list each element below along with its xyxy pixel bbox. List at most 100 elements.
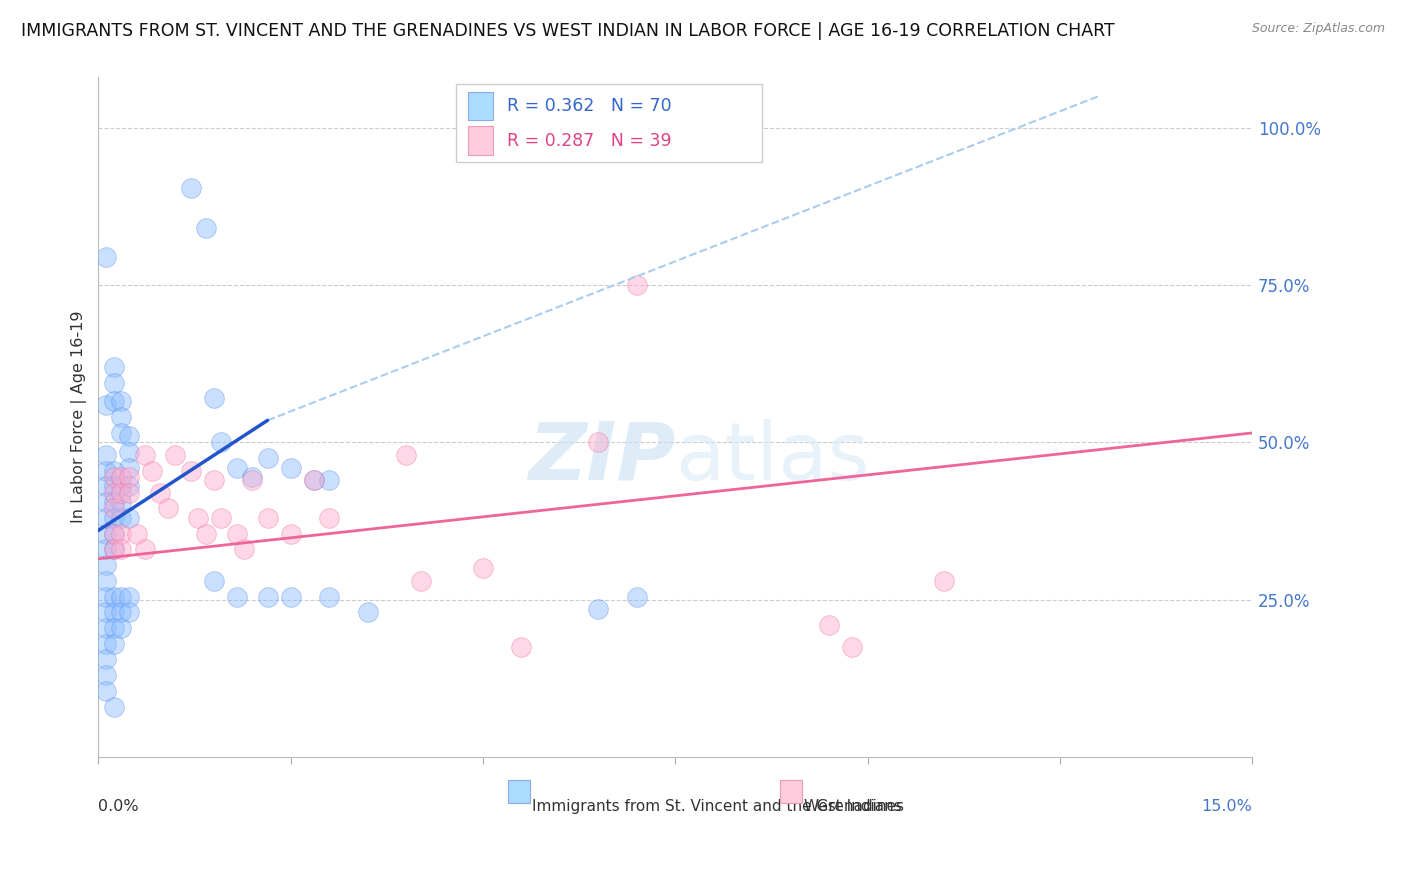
Point	[149, 485, 172, 500]
Point	[103, 394, 125, 409]
Point	[103, 605, 125, 619]
FancyBboxPatch shape	[780, 780, 803, 803]
Point	[110, 394, 132, 409]
Point	[471, 561, 494, 575]
Text: 0.0%: 0.0%	[98, 799, 139, 814]
Point	[118, 460, 141, 475]
Point	[588, 602, 610, 616]
Point	[94, 464, 117, 478]
Point	[141, 464, 163, 478]
Point	[626, 590, 648, 604]
Point	[103, 621, 125, 635]
Point	[180, 464, 202, 478]
Point	[103, 526, 125, 541]
Point	[110, 425, 132, 440]
Point	[187, 511, 209, 525]
Point	[94, 526, 117, 541]
Point	[103, 376, 125, 390]
Text: Immigrants from St. Vincent and the Grenadines: Immigrants from St. Vincent and the Gren…	[533, 799, 904, 814]
Point	[118, 429, 141, 443]
Point	[103, 359, 125, 374]
Point	[103, 464, 125, 478]
Point	[110, 495, 132, 509]
Point	[110, 542, 132, 557]
Text: 15.0%: 15.0%	[1201, 799, 1253, 814]
Point	[103, 495, 125, 509]
FancyBboxPatch shape	[468, 92, 494, 120]
Point	[94, 605, 117, 619]
Point	[94, 621, 117, 635]
Y-axis label: In Labor Force | Age 16-19: In Labor Force | Age 16-19	[72, 311, 87, 524]
Point	[94, 668, 117, 682]
Point	[118, 485, 141, 500]
Point	[94, 495, 117, 509]
Point	[103, 542, 125, 557]
Point	[209, 511, 232, 525]
Point	[256, 451, 278, 466]
Text: IMMIGRANTS FROM ST. VINCENT AND THE GRENADINES VS WEST INDIAN IN LABOR FORCE | A: IMMIGRANTS FROM ST. VINCENT AND THE GREN…	[21, 22, 1115, 40]
FancyBboxPatch shape	[456, 84, 762, 162]
Point	[118, 605, 141, 619]
Point	[195, 526, 218, 541]
Point	[110, 485, 132, 500]
Point	[118, 445, 141, 459]
Point	[103, 501, 125, 516]
Point	[195, 221, 218, 235]
Text: ZIP: ZIP	[527, 419, 675, 497]
Point	[94, 652, 117, 666]
Point	[94, 479, 117, 493]
Text: Source: ZipAtlas.com: Source: ZipAtlas.com	[1251, 22, 1385, 36]
Point	[395, 448, 418, 462]
Point	[103, 637, 125, 651]
Point	[94, 511, 117, 525]
Point	[202, 473, 225, 487]
Point	[110, 605, 132, 619]
Point	[110, 410, 132, 425]
Point	[233, 542, 256, 557]
Point	[626, 278, 648, 293]
Point	[94, 684, 117, 698]
Point	[225, 590, 247, 604]
Point	[103, 590, 125, 604]
Point	[110, 590, 132, 604]
Text: West Indians: West Indians	[804, 799, 903, 814]
Point	[103, 485, 125, 500]
Point	[110, 526, 132, 541]
Point	[280, 526, 302, 541]
Text: R = 0.287   N = 39: R = 0.287 N = 39	[506, 131, 672, 150]
Point	[202, 392, 225, 406]
Point	[240, 470, 263, 484]
Point	[94, 542, 117, 557]
Point	[125, 526, 148, 541]
Point	[103, 479, 125, 493]
Point	[118, 479, 141, 493]
Point	[134, 448, 156, 462]
Point	[94, 398, 117, 412]
Point	[94, 637, 117, 651]
Point	[280, 590, 302, 604]
Point	[280, 460, 302, 475]
Point	[110, 470, 132, 484]
FancyBboxPatch shape	[508, 780, 530, 803]
Point	[110, 479, 132, 493]
Point	[103, 470, 125, 484]
Point	[240, 473, 263, 487]
Point	[165, 448, 187, 462]
Point	[356, 605, 378, 619]
Point	[103, 526, 125, 541]
Text: atlas: atlas	[675, 419, 870, 497]
Point	[841, 640, 863, 654]
Point	[103, 699, 125, 714]
Point	[94, 250, 117, 264]
Point	[510, 640, 533, 654]
Point	[94, 590, 117, 604]
Point	[411, 574, 433, 588]
Point	[256, 511, 278, 525]
Point	[103, 511, 125, 525]
Point	[225, 460, 247, 475]
Point	[94, 448, 117, 462]
Point	[118, 470, 141, 484]
Point	[318, 473, 340, 487]
Point	[256, 590, 278, 604]
Point	[110, 511, 132, 525]
